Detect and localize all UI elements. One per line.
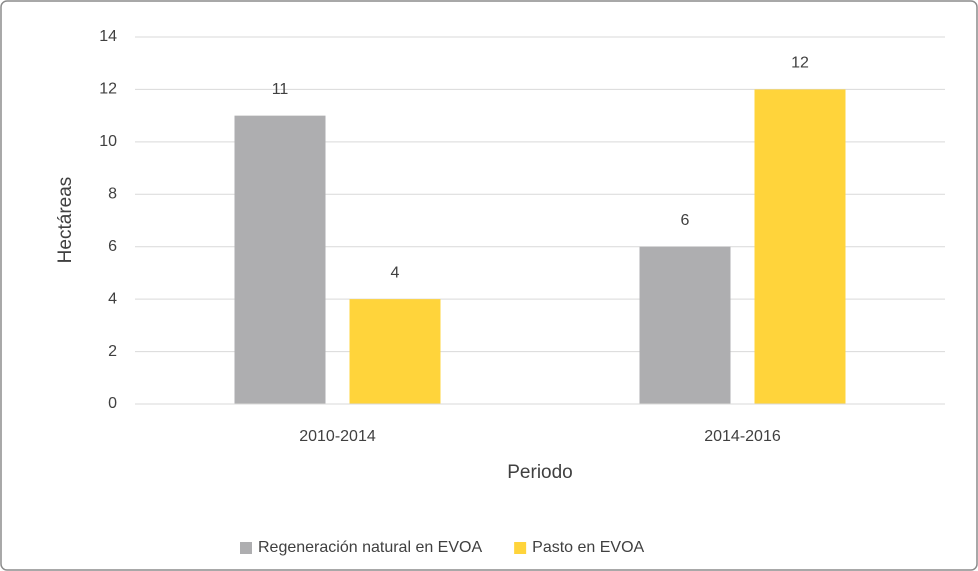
y-tick-label: 14 bbox=[99, 28, 117, 45]
y-tick-label: 0 bbox=[108, 395, 117, 412]
legend-swatch bbox=[240, 542, 252, 554]
data-label: 6 bbox=[681, 212, 690, 229]
y-tick-label: 12 bbox=[99, 81, 117, 98]
y-axis-title: Hectáreas bbox=[55, 177, 76, 264]
y-tick-label: 2 bbox=[108, 343, 117, 360]
x-tick-label: 2010-2014 bbox=[299, 428, 376, 445]
legend-label: Pasto en EVOA bbox=[532, 539, 644, 556]
y-tick-label: 6 bbox=[108, 238, 117, 255]
bar bbox=[234, 115, 326, 405]
bar bbox=[754, 89, 846, 404]
y-tick-label: 10 bbox=[99, 133, 117, 150]
data-label: 11 bbox=[272, 81, 289, 98]
data-label: 4 bbox=[391, 264, 400, 281]
y-tick-label: 8 bbox=[108, 186, 117, 203]
legend-label: Regeneración natural en EVOA bbox=[258, 539, 482, 556]
y-tick-label: 4 bbox=[108, 290, 117, 307]
x-axis-title: Periodo bbox=[507, 462, 573, 483]
x-tick-label: 2014-2016 bbox=[704, 428, 781, 445]
data-label: 12 bbox=[791, 55, 809, 72]
bar bbox=[349, 299, 441, 404]
legend-swatch bbox=[514, 542, 527, 554]
bar bbox=[639, 246, 731, 404]
